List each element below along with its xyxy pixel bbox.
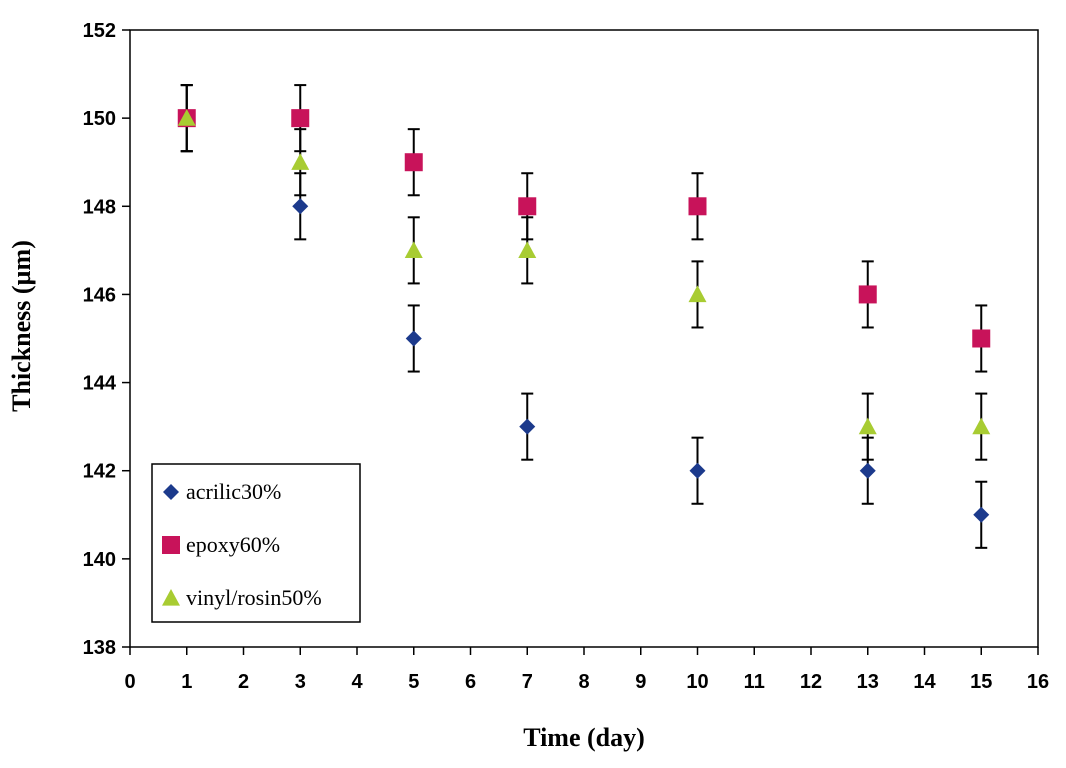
y-tick-label: 142 [83,461,116,483]
data-point [972,417,991,435]
y-tick-label: 140 [83,549,116,571]
x-tick-label: 11 [744,671,765,693]
x-tick-label: 9 [635,671,646,693]
data-point [519,418,536,435]
x-tick-label: 6 [465,671,476,693]
x-tick-label: 12 [800,671,822,693]
x-axis-title: Time (day) [523,723,645,752]
legend-marker [162,589,180,606]
x-tick-label: 15 [970,671,992,693]
legend: acrilic30% epoxy60% vinyl/rosin50% [151,463,361,623]
y-tick-label: 144 [83,373,117,395]
data-point [518,197,537,216]
data-point [292,198,309,215]
series-square [177,109,991,348]
data-point [404,241,423,259]
y-tick-label: 150 [83,108,116,130]
legend-label: acrilic30% [186,479,281,504]
y-tick-label: 148 [83,196,116,218]
data-point [858,417,877,435]
y-tick-label: 146 [83,284,116,306]
x-tick-label: 5 [408,671,419,693]
data-points [177,109,991,523]
data-point [405,330,422,347]
data-point [518,241,537,259]
data-point [859,462,876,479]
data-point [688,197,707,216]
data-point [858,285,877,304]
x-tick-label: 4 [351,671,363,693]
data-point [291,109,310,128]
data-point [689,462,706,479]
data-point [973,506,990,523]
data-point [404,153,423,172]
x-tick-label: 2 [238,671,249,693]
x-tick-label: 14 [913,671,936,693]
legend-box [151,463,361,623]
x-axis-ticks: 0 1 2 3 4 5 6 7 8 9 10 11 12 13 14 15 16 [124,647,1049,693]
data-point [688,285,707,303]
x-tick-label: 3 [295,671,306,693]
x-tick-label: 7 [522,671,533,693]
series-triangle [177,109,991,435]
x-tick-label: 16 [1027,671,1049,693]
x-tick-label: 1 [181,671,192,693]
x-tick-label: 13 [857,671,879,693]
y-tick-label: 152 [83,20,116,42]
data-point [291,153,310,170]
legend-label: vinyl/rosin50% [186,585,322,610]
y-axis-title: Thickness (µm) [7,240,36,412]
x-tick-label: 0 [124,671,135,693]
x-tick-label: 8 [578,671,589,693]
legend-marker [162,536,180,554]
data-point [177,109,196,126]
legend-marker [163,484,179,500]
y-tick-label: 138 [83,637,116,659]
y-axis-ticks: 138 140 142 144 146 148 150 152 [83,20,130,659]
data-point [972,329,991,348]
x-tick-label: 10 [686,671,708,693]
legend-label: epoxy60% [186,532,280,557]
